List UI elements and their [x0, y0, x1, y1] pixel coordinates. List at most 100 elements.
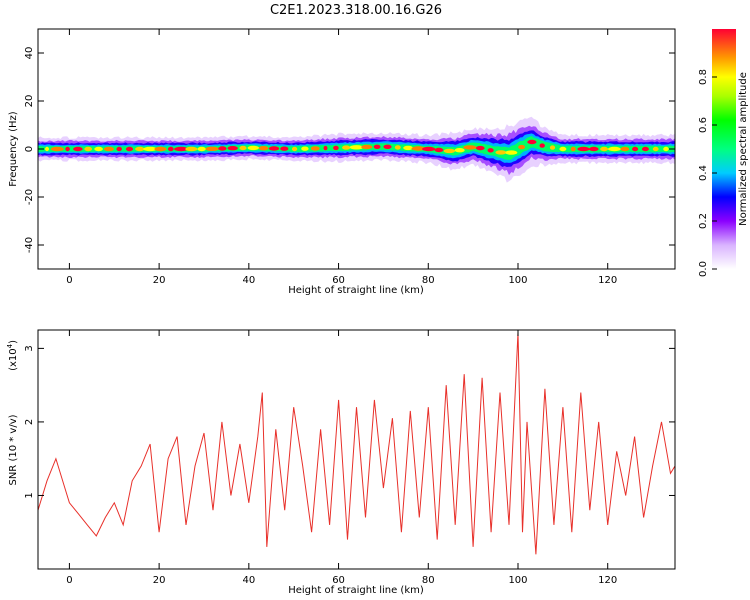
- snr-ytick-label: 2: [24, 419, 35, 425]
- spectrogram-xtick-label: 100: [508, 275, 527, 286]
- snr-scale-label: (x104): [6, 340, 19, 371]
- snr-ytick-label: 1: [24, 492, 35, 498]
- spectrogram-ytick-label: 40: [24, 47, 35, 60]
- colorbar-tick-label: 0.8: [698, 69, 709, 85]
- spectrogram-peak: [73, 146, 83, 152]
- spectrogram-axes: 0 20 40 60 80 100 120 -40 -20 0 20 40: [24, 29, 675, 286]
- spectrogram-peak: [258, 146, 269, 151]
- svg-text:(x104): (x104): [6, 340, 19, 371]
- colorbar: 0.0 0.2 0.4 0.6 0.8 Normalized spectral ampl…: [698, 29, 749, 277]
- spectrogram-peak: [403, 145, 413, 151]
- spectrogram-peak: [394, 145, 401, 150]
- colorbar-tick-label: 0.2: [698, 213, 709, 229]
- spectrogram-peak: [663, 146, 669, 152]
- spectrogram-peak: [45, 146, 49, 152]
- spectrogram-peak: [174, 146, 189, 152]
- spectrogram-peak: [463, 145, 477, 150]
- spectrogram-peak: [310, 146, 320, 151]
- spectrogram-peak: [125, 146, 134, 152]
- snr-scale-exponent: 4: [6, 343, 14, 348]
- spectrogram-xtick-label: 20: [153, 275, 166, 286]
- spectrogram-xtick-label: 120: [598, 275, 617, 286]
- snr-series-line: [38, 332, 675, 555]
- spectrogram-xtick-label: 80: [422, 275, 435, 286]
- snr-xtick-label: 0: [66, 575, 72, 586]
- spectrogram-peak: [291, 146, 298, 152]
- spectrogram-peak: [652, 146, 659, 152]
- colorbar-label: Normalized spectral amplitude: [738, 72, 749, 226]
- spectrogram-peak: [50, 146, 64, 152]
- spectrogram-peak: [559, 146, 567, 152]
- snr-ylabel: SNR (10 * v/v): [8, 414, 19, 485]
- spectrogram-peak: [608, 146, 621, 152]
- colorbar-tick-label: 0.4: [698, 165, 709, 181]
- spectrogram-peak: [185, 146, 198, 152]
- colorbar-tick-label: 0.6: [698, 117, 709, 133]
- spectrogram-peak: [342, 145, 351, 150]
- snr-axes: 0 20 40 60 80 100 120 1 2 3: [24, 330, 675, 586]
- spectrogram-peak: [518, 144, 525, 150]
- spectrogram-peak: [218, 146, 227, 151]
- spectrogram-peak: [454, 148, 465, 153]
- snr-frame: [37, 329, 676, 570]
- snr-xtick-label: 100: [508, 575, 527, 586]
- spectrogram-xtick-label: 0: [66, 275, 72, 286]
- snr-ytick-label: 3: [24, 345, 35, 351]
- spectrogram-peak: [323, 145, 328, 151]
- spectrogram-ylabel: Frequency (Hz): [8, 111, 19, 187]
- spectrogram-peak: [495, 150, 507, 155]
- spectrogram-panel: 0 20 40 60 80 100 120 -40 -20 0 20 40 Height of str…: [8, 28, 676, 296]
- spectrogram-ytick-label: -40: [24, 237, 35, 253]
- spectrogram-peak: [539, 143, 545, 148]
- spectrogram-peak: [411, 146, 426, 151]
- spectrogram-ytick-label: 20: [24, 95, 35, 108]
- spectrogram-peak: [383, 144, 392, 149]
- spectrogram-peak: [373, 144, 381, 149]
- spectrogram-peak: [443, 148, 456, 154]
- spectrogram-peak: [135, 146, 145, 152]
- spectrogram-peak: [103, 146, 114, 152]
- colorbar-ticks: 0.0 0.2 0.4 0.6 0.8: [698, 69, 717, 277]
- spectrogram-peak: [167, 146, 174, 152]
- spectrogram-peak: [527, 139, 537, 145]
- spectrogram-peak: [570, 146, 576, 152]
- spectrogram-peak: [361, 144, 373, 150]
- spectrogram-peak: [333, 145, 339, 151]
- spectrogram-peak: [154, 146, 167, 152]
- spectrogram-peak: [422, 146, 436, 152]
- spectrogram-xlabel: Height of straight line (km): [288, 285, 424, 296]
- spectrogram-peak: [116, 146, 122, 152]
- colorbar-bar: [712, 29, 736, 269]
- spectrogram-ytick-label: -20: [24, 189, 35, 205]
- spectrogram-peak: [632, 146, 639, 152]
- spectrogram-peak: [65, 146, 70, 152]
- snr-scale-close: ): [8, 340, 19, 344]
- spectrogram-peak: [487, 148, 494, 153]
- spectrogram-peak: [589, 146, 599, 152]
- spectrogram-xtick-label: 60: [332, 275, 345, 286]
- spectrogram-xtick-label: 40: [242, 275, 255, 286]
- spectrogram-peak: [641, 146, 649, 152]
- spectrogram-peak: [227, 146, 238, 151]
- spectrogram-peak: [434, 147, 444, 153]
- spectrogram-peak: [349, 145, 364, 150]
- spectrogram-peak: [197, 146, 206, 152]
- spectrogram-peak: [620, 146, 630, 152]
- spectrogram-peak: [205, 146, 219, 151]
- spectrogram-peak: [247, 145, 260, 151]
- snr-xtick-label: 120: [598, 575, 617, 586]
- spectrogram-peak: [268, 146, 280, 151]
- snr-xtick-label: 60: [332, 575, 345, 586]
- spectrogram-peak: [239, 145, 247, 151]
- spectrogram-peak: [476, 145, 485, 151]
- spectrogram-plot-area: [38, 116, 675, 183]
- spectrogram-peak: [301, 146, 309, 151]
- colorbar-tick-label: 0.0: [698, 261, 709, 277]
- spectrogram-peak: [143, 146, 158, 152]
- spectrogram-peak: [84, 146, 93, 152]
- snr-xtick-label: 40: [242, 575, 255, 586]
- snr-xtick-label: 20: [153, 575, 166, 586]
- spectrogram-peak: [600, 146, 609, 152]
- snr-plot-area: [38, 332, 675, 555]
